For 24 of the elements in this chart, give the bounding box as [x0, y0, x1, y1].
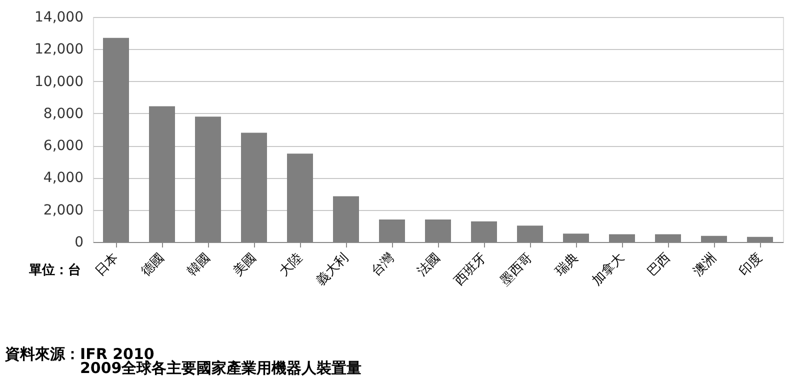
y-tick-label: 8,000 [43, 106, 84, 122]
text: 單位：台 [28, 262, 81, 278]
x-tick-label: 瑞典 [552, 250, 582, 280]
y-tick-label: 12,000 [34, 42, 84, 58]
x-tick-label: 澳洲 [690, 250, 720, 280]
x-tick-label: 西班牙 [451, 250, 490, 289]
x-tick-label: 韓國 [184, 250, 214, 280]
y-tick-label: 6,000 [43, 138, 84, 154]
y-tick-label: 0 [74, 234, 84, 250]
x-tick-label: 墨西哥 [497, 250, 536, 289]
y-tick-label: 10,000 [34, 74, 84, 90]
y-tick-label: 14,000 [34, 10, 84, 26]
y-tick-label: 4,000 [43, 170, 84, 186]
y-tick-label: 2,000 [43, 202, 84, 218]
x-tick-label: 德國 [138, 250, 168, 280]
x-tick-label: 法國 [414, 250, 444, 280]
x-tick-label: 日本 [92, 250, 122, 280]
x-tick-label: 加拿大 [589, 250, 628, 289]
x-tick-label: 義大利 [313, 250, 352, 289]
x-tick-label: 印度 [736, 250, 766, 280]
x-tick-label: 台灣 [368, 250, 398, 280]
x-tick-label: 巴西 [644, 250, 674, 280]
x-tick-label: 美國 [230, 250, 260, 280]
x-tick-label: 大陸 [276, 250, 306, 280]
